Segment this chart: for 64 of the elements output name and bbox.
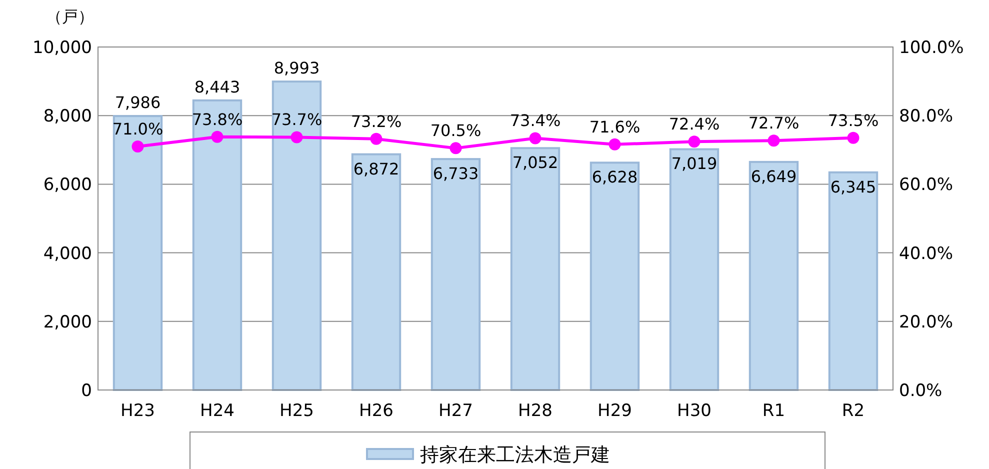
- data-label: 73.4%: [510, 111, 561, 130]
- x-tick-label: H24: [200, 401, 234, 421]
- point: [768, 134, 780, 147]
- bar: [590, 162, 640, 391]
- y2-tick-label: 0.0%: [899, 381, 942, 401]
- y-tick-label: 2,000: [43, 312, 92, 332]
- point: [132, 140, 144, 152]
- y-tick-label: 8,000: [43, 106, 92, 127]
- y2-tick-label: 60.0%: [899, 175, 954, 196]
- data-label: 6,628: [592, 168, 638, 187]
- data-label: 73.2%: [350, 112, 402, 131]
- point: [688, 136, 700, 148]
- point: [450, 142, 462, 154]
- bar: [351, 153, 402, 391]
- data-label: 7,019: [671, 154, 718, 174]
- data-label: 73.8%: [192, 110, 243, 129]
- y2-tick-label: 80.0%: [899, 106, 954, 127]
- bar: [430, 158, 481, 391]
- data-label: 8,993: [274, 58, 320, 78]
- point: [529, 132, 542, 144]
- bar: [748, 160, 799, 391]
- point: [608, 138, 621, 150]
- data-label: 73.5%: [828, 110, 879, 130]
- bar: [828, 171, 878, 391]
- bar: [510, 147, 560, 391]
- legend-label: 持家在来工法木造戸建: [420, 444, 610, 466]
- data-label: 6,872: [353, 159, 400, 178]
- y2-tick-label: 20.0%: [899, 312, 954, 332]
- y2-tick-label: 40.0%: [899, 244, 954, 264]
- data-label: 72.4%: [668, 114, 720, 134]
- point: [290, 131, 303, 144]
- y-tick-label: 6,000: [43, 175, 92, 196]
- data-label: 6,345: [830, 177, 876, 196]
- x-tick-label: H23: [120, 401, 155, 421]
- data-label: 71.0%: [112, 119, 164, 138]
- point: [847, 132, 860, 144]
- data-label: 70.5%: [430, 121, 482, 140]
- y2-tick-label: 100.0%: [899, 38, 964, 58]
- y-tick-label: 0: [81, 381, 92, 401]
- bar: [272, 80, 322, 391]
- data-label: 71.6%: [589, 117, 640, 136]
- data-label: 6,733: [432, 164, 479, 184]
- y-tick-label: 4,000: [43, 244, 92, 264]
- x-tick-label: H25: [280, 401, 314, 421]
- x-tick-label: H27: [438, 401, 473, 421]
- y-axis-title: （戸）: [46, 7, 94, 26]
- x-tick-label: R2: [842, 401, 865, 421]
- point: [211, 130, 224, 143]
- x-tick-label: H28: [518, 401, 552, 421]
- bar: [192, 99, 242, 391]
- data-label: 6,649: [750, 166, 797, 186]
- bar: [669, 148, 720, 391]
- bar: [112, 115, 163, 391]
- y-tick-label: 10,000: [32, 38, 92, 58]
- x-tick-label: H30: [677, 401, 712, 421]
- x-tick-label: H26: [359, 401, 394, 421]
- data-label: 7,052: [512, 153, 558, 172]
- x-tick-label: R1: [762, 401, 786, 421]
- data-label: 8,443: [194, 77, 240, 96]
- point: [370, 132, 382, 145]
- x-tick-label: H29: [598, 401, 632, 421]
- data-label: 73.7%: [271, 110, 322, 130]
- data-label: 7,986: [114, 93, 161, 112]
- data-label: 72.7%: [748, 114, 800, 133]
